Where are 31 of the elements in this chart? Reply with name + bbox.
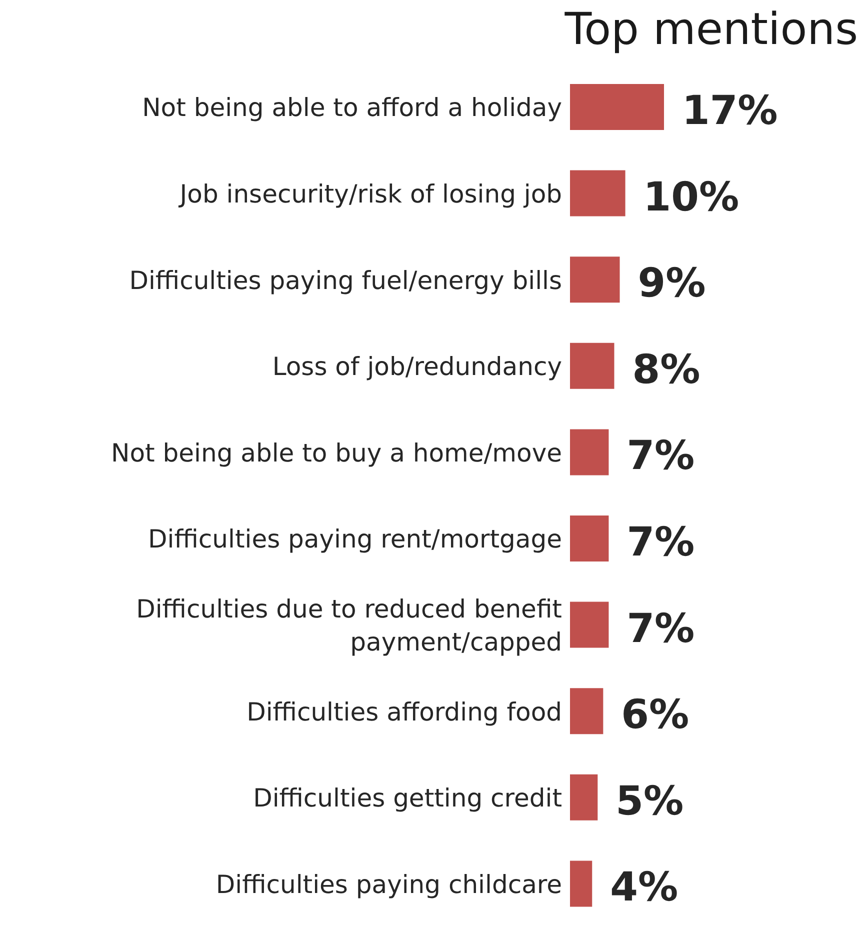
y-tick-label: Difficulties paying childcare — [216, 869, 562, 898]
y-tick-label: Difficulties affording food — [246, 696, 562, 726]
data-label: 7% — [626, 606, 695, 652]
data-label: 10% — [643, 174, 740, 220]
chart-title: Top mentions — [564, 4, 858, 55]
y-tick-label: Difficulties paying rent/mortgage — [148, 524, 562, 554]
bar — [570, 256, 620, 303]
bar — [570, 774, 598, 820]
y-tick-label: Difficulties due to reduced benefit payment/capped — [136, 594, 562, 656]
y-tick-label: Difficulties paying fuel/energy bills — [129, 265, 562, 294]
y-tick-label: Difficulties getting credit — [253, 783, 562, 812]
y-tick-label: Job insecurity/risk of losing job — [178, 178, 562, 208]
data-label: 7% — [626, 433, 695, 480]
y-tick-label: Loss of job/redundancy — [272, 352, 562, 381]
data-label: 8% — [632, 346, 700, 393]
data-label: 5% — [616, 778, 684, 824]
bar — [570, 170, 626, 216]
bar — [570, 516, 609, 562]
data-label: 7% — [626, 520, 695, 566]
data-label: 6% — [621, 692, 690, 738]
data-label: 17% — [682, 88, 778, 134]
data-label: 9% — [638, 260, 706, 307]
bar — [570, 602, 609, 648]
y-tick-label: Not being able to afford a holiday — [142, 92, 562, 122]
bar — [570, 860, 592, 907]
data-label: 4% — [610, 864, 678, 911]
bar — [570, 84, 664, 130]
y-tick-label: Not being able to buy a home/move — [111, 438, 562, 467]
bar — [570, 688, 604, 734]
bar — [570, 429, 609, 476]
bar — [570, 342, 614, 389]
